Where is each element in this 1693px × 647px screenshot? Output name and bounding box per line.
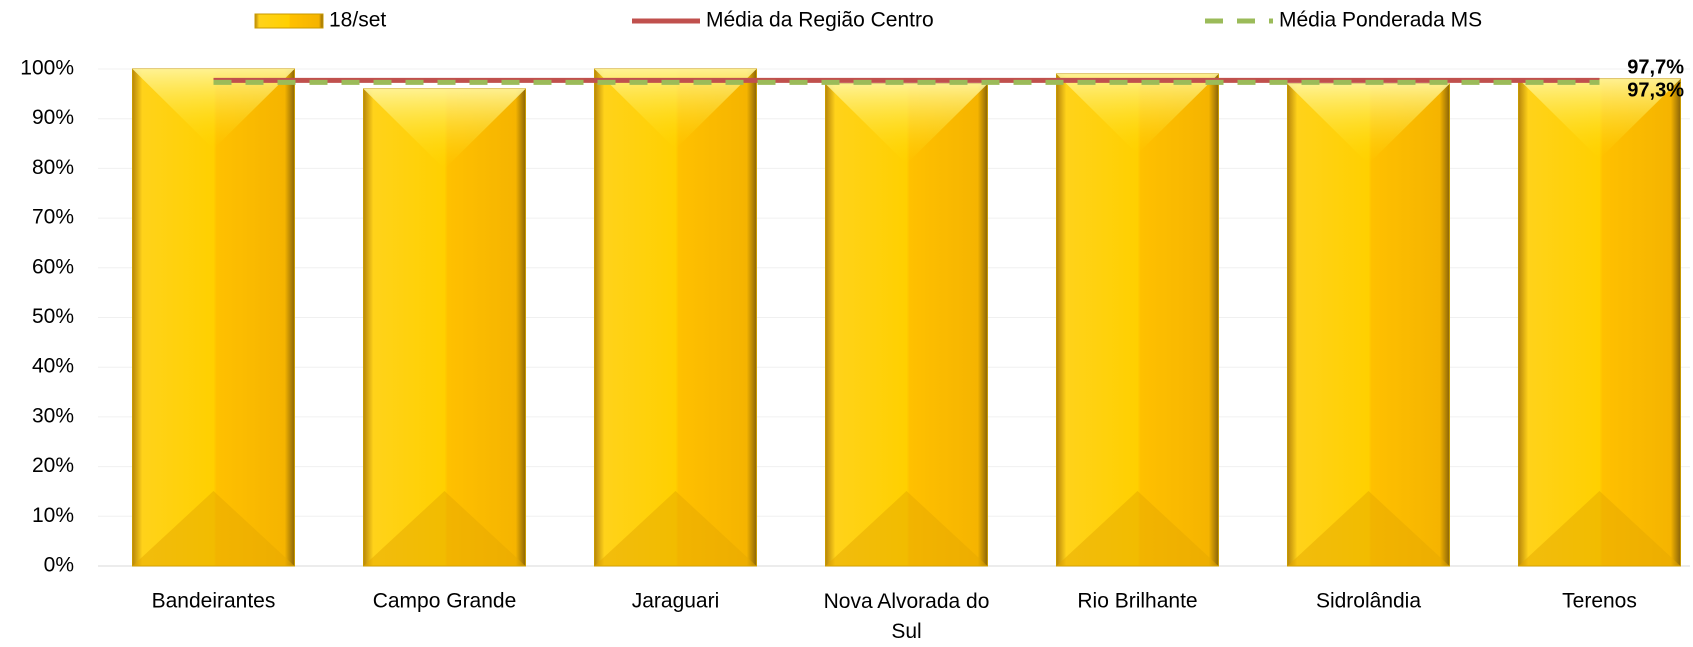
- y-tick-label: 0%: [44, 554, 74, 577]
- y-tick-label: 20%: [32, 454, 74, 477]
- x-tick-label: Terenos: [1562, 590, 1637, 613]
- bar-shine: [1287, 83, 1450, 164]
- bar: [825, 83, 988, 567]
- x-tick-label: Sidrolândia: [1316, 590, 1421, 613]
- bar-shade: [1518, 491, 1681, 566]
- x-tick-label: Nova Alvorada do Sul: [824, 590, 990, 643]
- x-tick-label: Campo Grande: [373, 590, 517, 613]
- x-tick-label: Jaraguari: [632, 590, 720, 613]
- bar-shade: [594, 491, 757, 566]
- bar-shade: [1056, 491, 1219, 566]
- bar: [1056, 73, 1219, 567]
- bar-shine: [1518, 78, 1681, 159]
- y-tick-label: 50%: [32, 305, 74, 328]
- bar-shade: [132, 491, 295, 566]
- y-tick-label: 90%: [32, 106, 74, 129]
- legend-swatch: [254, 13, 324, 29]
- bar-shine: [825, 83, 988, 164]
- bar: [1518, 78, 1681, 567]
- bar-shine: [594, 69, 757, 149]
- y-tick-label: 30%: [32, 404, 74, 427]
- legend-label: 18/set: [329, 9, 386, 32]
- bar-shine: [132, 69, 295, 149]
- bar-shade: [1287, 491, 1450, 566]
- data-label: 97,3%: [1627, 80, 1684, 102]
- y-tick-label: 40%: [32, 355, 74, 378]
- y-tick-label: 100%: [20, 57, 74, 80]
- bar-shade: [825, 491, 988, 566]
- bar-shade: [363, 491, 526, 566]
- bar: [594, 68, 757, 567]
- data-label: 97,7%: [1627, 57, 1684, 79]
- legend-label: Média Ponderada MS: [1279, 9, 1482, 32]
- bar: [132, 68, 295, 567]
- y-tick-label: 70%: [32, 206, 74, 229]
- x-tick-label: Rio Brilhante: [1077, 590, 1197, 613]
- legend-label: Média da Região Centro: [706, 9, 934, 32]
- bar-shine: [363, 88, 526, 169]
- y-tick-label: 80%: [32, 156, 74, 179]
- x-tick-label: Bandeirantes: [152, 590, 276, 613]
- bar-shine: [1056, 73, 1219, 154]
- y-tick-label: 60%: [32, 255, 74, 278]
- y-tick-label: 10%: [32, 504, 74, 527]
